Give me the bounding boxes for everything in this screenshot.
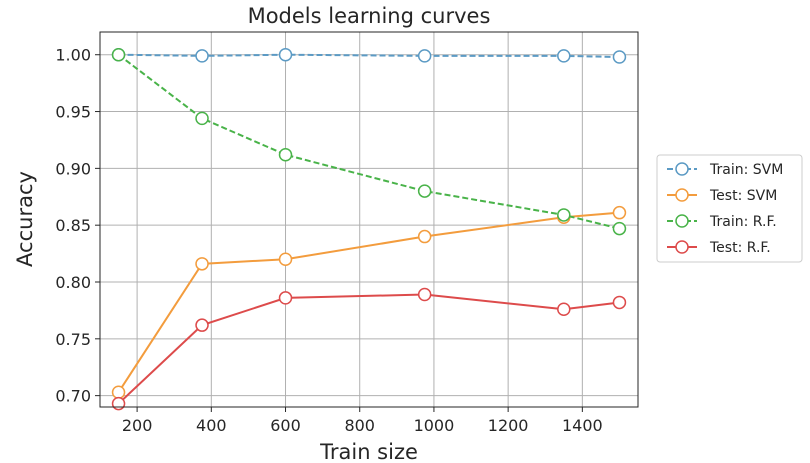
y-tick-label: 0.95: [55, 103, 91, 122]
data-point-test-svm: [195, 257, 209, 271]
series-line-test-svm: [117, 211, 620, 393]
data-point-train-r-f: [111, 47, 126, 62]
legend-frame: [656, 154, 803, 263]
x-tick-label: 1400: [562, 416, 603, 435]
y-axis-title: Accuracy: [13, 171, 37, 267]
legend-label-train-svm: Train: SVM: [709, 162, 783, 178]
chart-title: Models learning curves: [248, 4, 491, 28]
data-point-train-r-f: [278, 147, 293, 162]
legend-label-test-r-f: Test: R.F.: [709, 240, 771, 256]
data-point-test-r-f: [195, 318, 209, 332]
data-point-train-r-f: [557, 208, 571, 222]
x-tick-label: 800: [344, 416, 375, 435]
y-tick-label: 0.70: [55, 387, 91, 406]
data-point-train-r-f: [195, 111, 209, 126]
legend-marker-train-r-f: [675, 214, 689, 228]
data-point-test-svm: [612, 205, 627, 220]
series-line-test-r-f: [117, 293, 620, 405]
plot-frame: [99, 31, 639, 408]
legend-marker-test-svm: [675, 188, 689, 202]
grid: [100, 32, 638, 407]
x-tick-label: 1000: [414, 416, 455, 435]
y-tick-label: 0.85: [55, 216, 91, 235]
x-tick-label: 1200: [488, 416, 529, 435]
y-tick-label: 0.80: [55, 273, 91, 292]
data-point-test-r-f: [278, 291, 293, 305]
data-point-train-r-f: [417, 184, 432, 198]
x-tick-label: 200: [122, 416, 153, 435]
legend-marker-test-r-f: [675, 240, 689, 254]
y-tick-label: 0.75: [55, 330, 91, 349]
data-point-train-r-f: [612, 221, 627, 236]
series-layer: [111, 47, 627, 411]
series-line-train-r-f: [117, 53, 620, 230]
legend-marker-train-svm: [675, 162, 689, 176]
tick-labels: 200 400 600 800 1000 1200 1400 0.70 0.75 0.80 0.85…: [55, 46, 602, 435]
data-point-test-r-f: [612, 295, 627, 310]
data-point-test-svm: [417, 229, 432, 244]
data-point-train-svm: [557, 49, 571, 63]
data-point-test-svm: [278, 252, 293, 267]
x-axis-title: Train size: [319, 440, 418, 463]
data-point-test-svm: [111, 385, 126, 399]
y-tick-label: 1.00: [55, 46, 91, 65]
data-point-train-svm: [278, 47, 293, 62]
legend-label-test-svm: Test: SVM: [709, 188, 777, 204]
series-line-train-svm: [118, 53, 620, 58]
y-tick-label: 0.90: [55, 159, 91, 178]
data-point-train-svm: [195, 49, 209, 63]
legend-label-train-r-f: Train: R.F.: [709, 214, 777, 230]
data-point-train-svm: [417, 49, 432, 63]
legend: Train: SVM Test: SVM Train: R.F. Test: R.F.: [656, 154, 803, 263]
x-tick-label: 600: [270, 416, 301, 435]
data-point-test-r-f: [111, 396, 126, 411]
data-point-test-r-f: [417, 287, 432, 302]
data-point-train-svm: [612, 50, 627, 64]
x-tick-label: 400: [196, 416, 227, 435]
data-point-test-r-f: [557, 302, 571, 317]
